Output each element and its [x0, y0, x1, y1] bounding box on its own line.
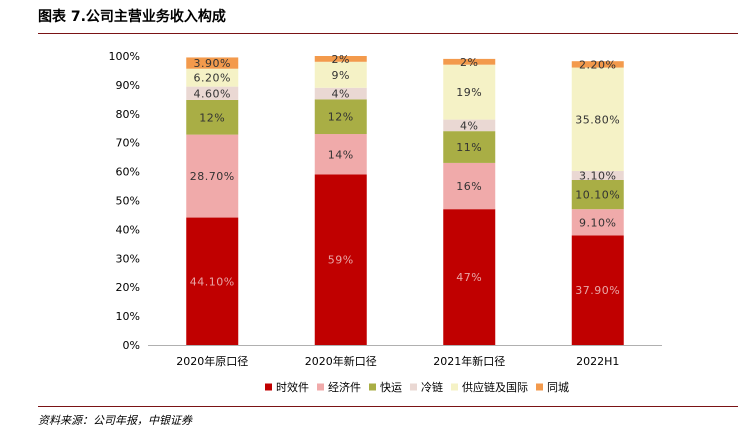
- data-label: 35.80%: [575, 113, 620, 126]
- legend-label: 冷链: [421, 380, 443, 394]
- bar-segment: [571, 179, 624, 210]
- data-label: 14%: [328, 148, 354, 161]
- data-label: 16%: [456, 180, 482, 193]
- bar-segment: [314, 56, 367, 62]
- data-label: 28.70%: [190, 170, 235, 183]
- data-label: 3.10%: [579, 170, 616, 183]
- x-tick-label: 2021年新口径: [433, 354, 505, 368]
- data-label: 4.60%: [194, 87, 231, 100]
- y-tick-label: 80%: [116, 108, 140, 121]
- legend-label: 快运: [380, 381, 402, 394]
- x-tick-label: 2022H1: [576, 355, 619, 368]
- y-tick-label: 50%: [116, 195, 140, 208]
- legend-swatch: [317, 383, 324, 391]
- bar-segment: [186, 68, 239, 87]
- data-label: 4%: [332, 88, 350, 101]
- bar-segment: [314, 87, 367, 100]
- bar-segment: [571, 235, 624, 345]
- data-label: 2%: [332, 53, 350, 66]
- bar-segment: [443, 131, 496, 163]
- bar-segment: [443, 162, 496, 210]
- data-label: 44.10%: [190, 275, 235, 288]
- data-label: 6.20%: [194, 72, 231, 85]
- top-rule: [38, 33, 738, 34]
- chart-legend: 时效件 经济件 快运 冷链 供应链及国际 同城: [265, 380, 569, 394]
- data-label: 59%: [328, 254, 354, 267]
- bar-segment: [186, 57, 239, 69]
- bar-segment: [443, 64, 496, 120]
- bar-segment: [314, 174, 367, 345]
- legend-swatch: [265, 383, 272, 391]
- y-tick-label: 0%: [123, 339, 140, 352]
- data-label: 9%: [332, 69, 350, 82]
- bar-segment: [571, 171, 624, 180]
- bottom-rule: [38, 406, 738, 407]
- legend-swatch: [369, 383, 376, 391]
- legend-swatch: [410, 383, 417, 391]
- data-label: 4%: [460, 119, 478, 132]
- legend-label: 经济件: [328, 380, 361, 394]
- legend-swatch: [536, 383, 543, 391]
- y-tick-label: 30%: [116, 252, 140, 265]
- data-label: 2.20%: [579, 58, 616, 71]
- x-tick-label: 2020年新口径: [305, 354, 377, 368]
- bar-segment: [443, 58, 496, 65]
- y-tick-label: 60%: [116, 166, 140, 179]
- data-label: 9.10%: [579, 216, 616, 229]
- bar-segment: [186, 217, 239, 345]
- bar-segment: [443, 119, 496, 132]
- bar-segment: [314, 134, 367, 175]
- y-tick-label: 10%: [116, 310, 140, 323]
- chart-axes: 0% 10% 20% 30% 40% 50% 60% 70% 80% 90% 100% 2020年原口…: [109, 50, 662, 368]
- chart-bars: 44.10% 28.70% 12% 4.60% 6.20% 3.90% 59% 14% 12% 4…: [186, 53, 624, 345]
- legend-swatch: [451, 383, 458, 391]
- data-label: 12%: [328, 111, 354, 124]
- bar-segment: [186, 134, 239, 218]
- bar-segment: [186, 86, 239, 100]
- y-tick-label: 40%: [116, 223, 140, 236]
- data-label: 3.90%: [194, 57, 231, 70]
- data-label: 11%: [456, 141, 482, 154]
- y-tick-label: 100%: [109, 50, 140, 63]
- x-tick-label: 2020年原口径: [176, 354, 248, 368]
- data-label: 47%: [456, 271, 482, 284]
- data-label: 2%: [460, 56, 478, 69]
- data-label: 10.10%: [575, 189, 620, 202]
- data-label: 12%: [199, 111, 225, 124]
- bar-segment: [443, 209, 496, 345]
- y-tick-label: 90%: [116, 79, 140, 92]
- legend-label: 同城: [547, 381, 569, 394]
- legend-label: 时效件: [276, 380, 309, 394]
- bar-segment: [571, 61, 624, 68]
- bar-segment: [571, 67, 624, 172]
- y-tick-label: 20%: [116, 281, 140, 294]
- legend-label: 供应链及国际: [462, 380, 528, 394]
- data-label: 19%: [456, 86, 482, 99]
- bar-segment: [186, 99, 239, 135]
- figure-title: 图表 7.公司主营业务收入构成: [38, 9, 226, 25]
- source-note: 资料来源：公司年报，中银证券: [38, 414, 192, 427]
- data-label: 37.90%: [575, 284, 620, 297]
- bar-segment: [314, 61, 367, 88]
- bar-segment: [571, 209, 624, 236]
- bar-segment: [314, 99, 367, 135]
- y-tick-label: 70%: [116, 137, 140, 150]
